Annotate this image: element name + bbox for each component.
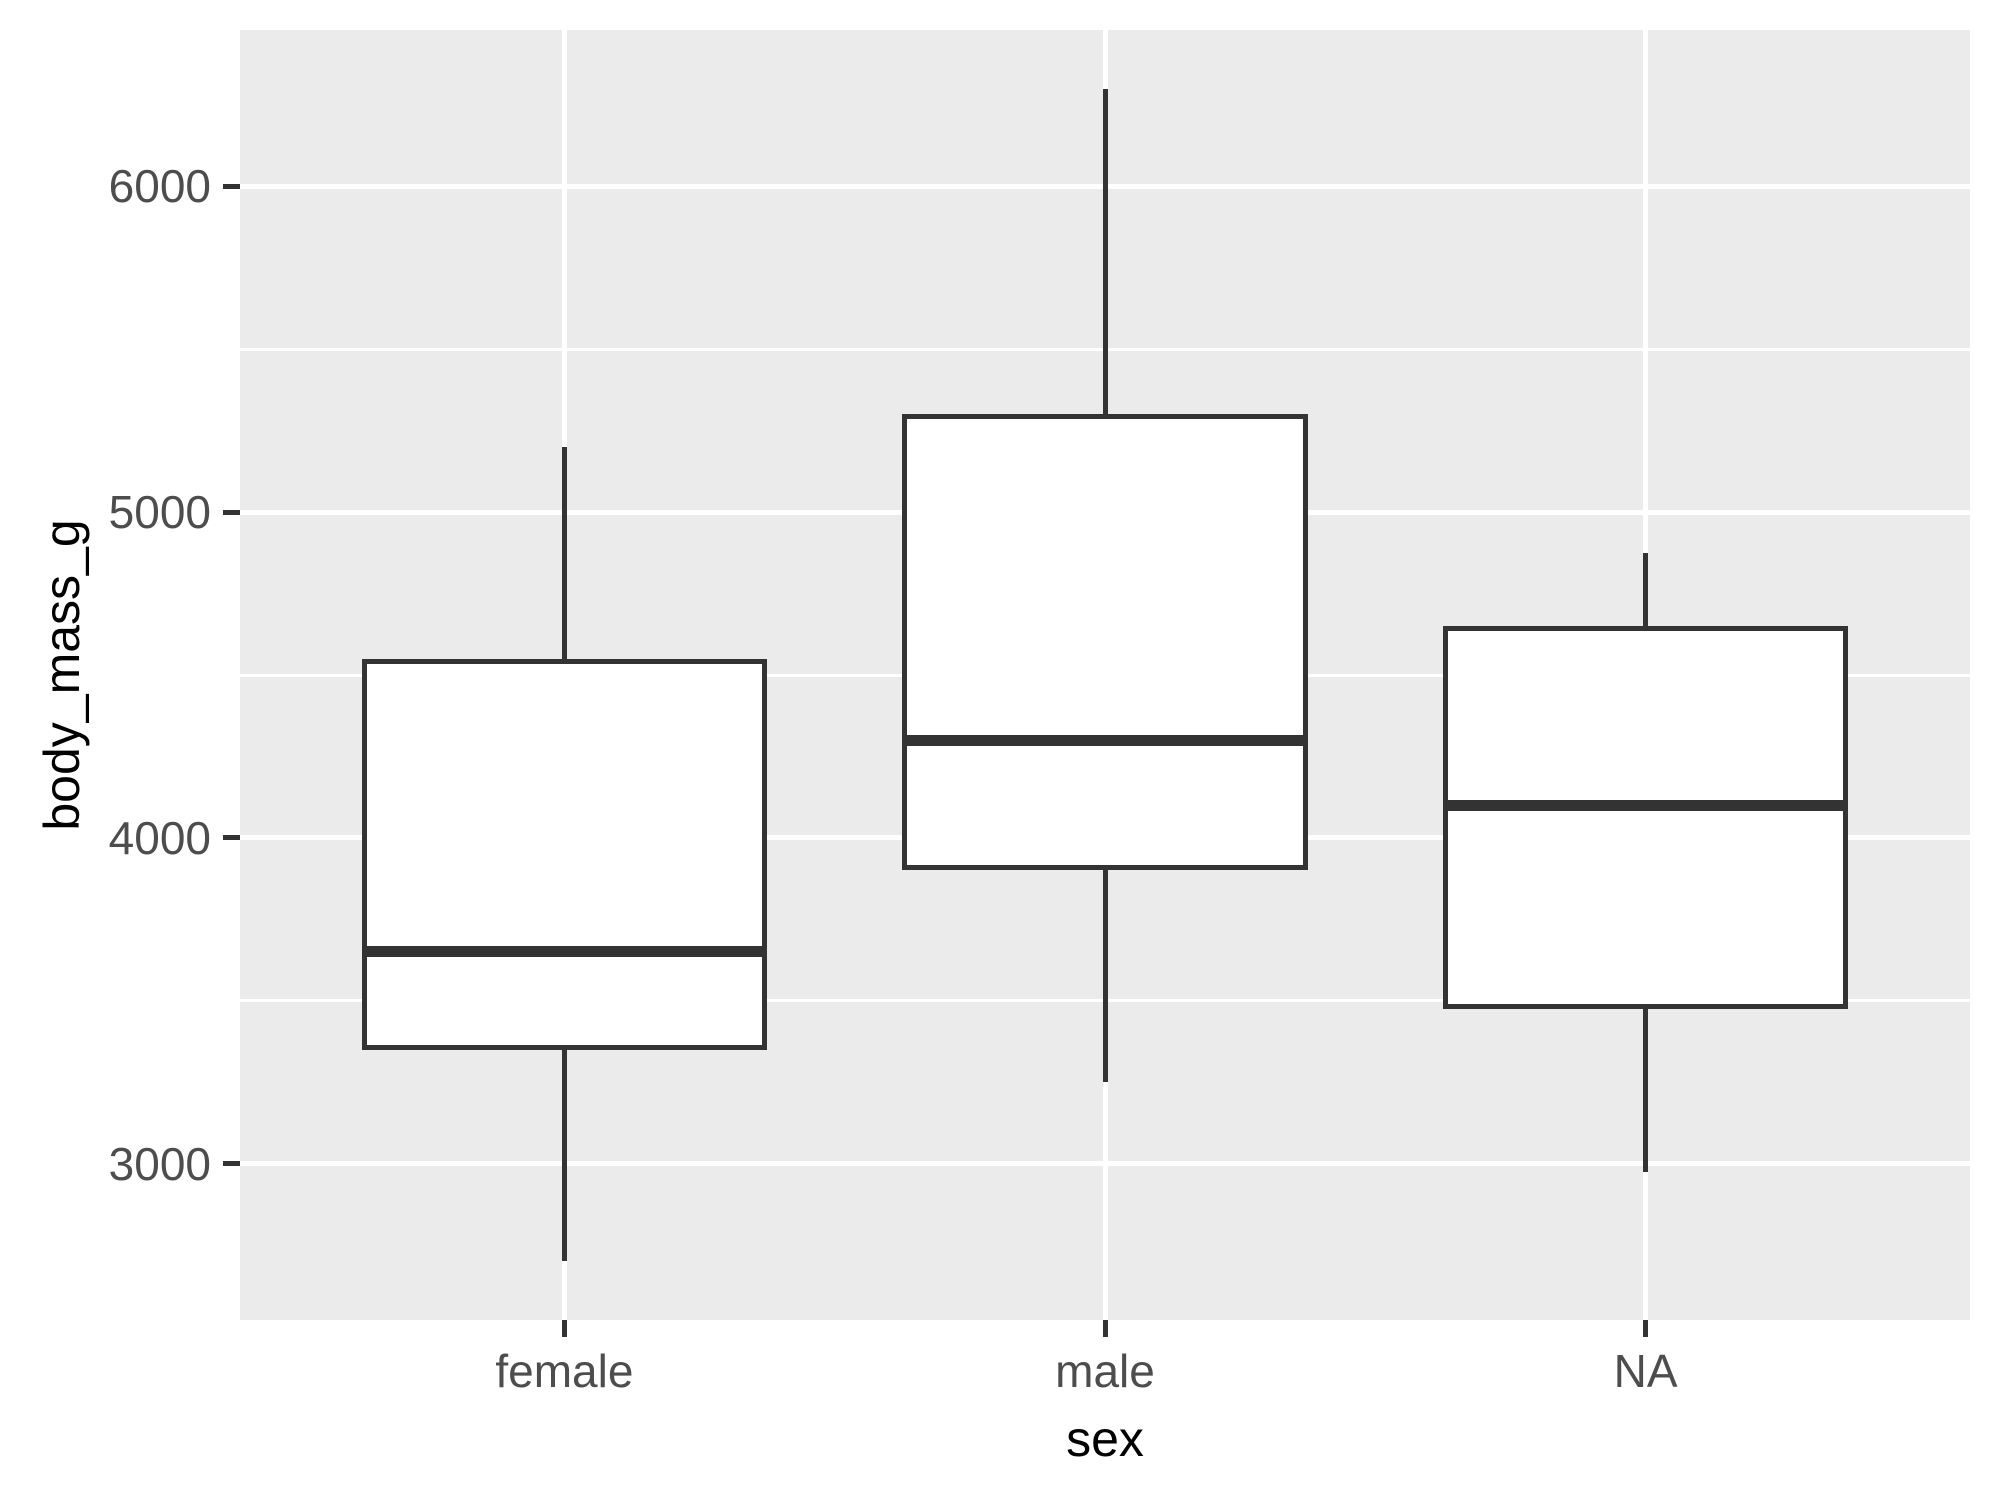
median-line-NA xyxy=(1442,799,1849,811)
whisker-upper-male xyxy=(1102,88,1108,415)
whisker-upper-female xyxy=(561,446,567,659)
y-axis-title: body_mass_g xyxy=(34,519,90,831)
x-tick-mark-male xyxy=(1102,1320,1108,1337)
y-tick-label-3000: 3000 xyxy=(108,1137,211,1190)
y-tick-mark-3000 xyxy=(223,1161,240,1167)
y-tick-label-5000: 5000 xyxy=(108,486,211,539)
whisker-lower-female xyxy=(561,1049,567,1262)
x-tick-label-NA: NA xyxy=(1613,1345,1678,1397)
plot-panel xyxy=(240,30,1970,1320)
box-NA xyxy=(1442,626,1849,1009)
x-tick-mark-NA xyxy=(1643,1320,1649,1337)
x-tick-label-male: male xyxy=(1055,1345,1155,1397)
box-male xyxy=(902,414,1308,871)
y-tick-label-4000: 4000 xyxy=(108,811,211,864)
box-female xyxy=(361,658,768,1050)
whisker-upper-NA xyxy=(1643,552,1649,627)
y-tick-label-6000: 6000 xyxy=(108,160,211,213)
y-tick-mark-4000 xyxy=(223,835,240,841)
x-tick-label-female: female xyxy=(495,1345,634,1397)
y-tick-mark-6000 xyxy=(223,183,240,189)
y-tick-mark-5000 xyxy=(223,509,240,515)
whisker-lower-NA xyxy=(1643,1008,1649,1172)
x-tick-mark-female xyxy=(561,1320,567,1337)
median-line-male xyxy=(902,734,1308,746)
whisker-lower-male xyxy=(1102,870,1108,1083)
x-axis-title: sex xyxy=(1066,1411,1144,1467)
median-line-female xyxy=(361,946,768,958)
